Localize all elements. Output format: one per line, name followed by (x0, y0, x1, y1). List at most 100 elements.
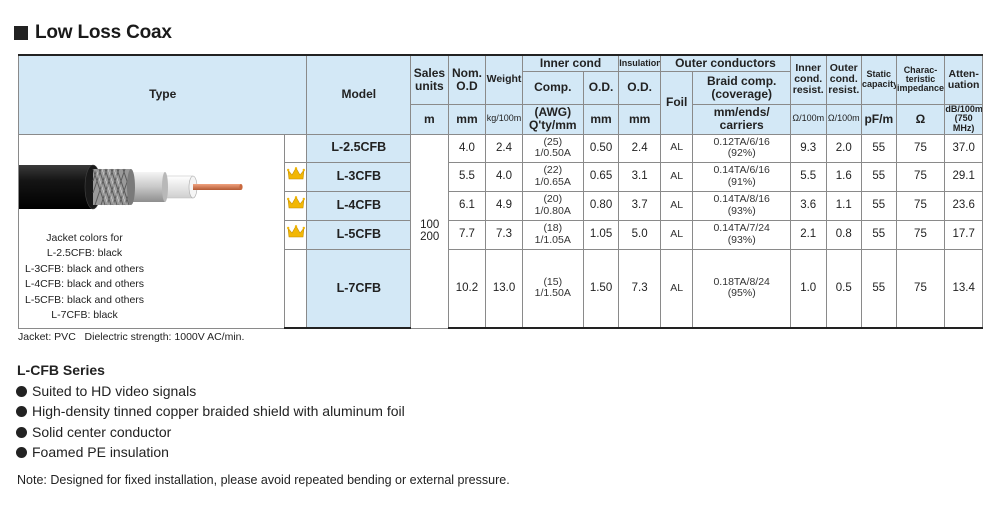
unit-attenuation-line1: dB/100m (945, 104, 983, 114)
outer-resist-cell: 1.1 (825, 190, 863, 221)
attenuation-cell: 29.1 (944, 161, 983, 192)
unit-inner-od: mm (582, 103, 620, 135)
attenuation-cell: 17.7 (944, 219, 983, 250)
braid-cell: 0.18TA/8/24 (95%) (692, 248, 791, 329)
installation-note: Note: Designed for fixed installation, p… (17, 473, 510, 487)
header-comp: Comp. (521, 70, 584, 105)
braid-coverage: (92%) (727, 147, 756, 159)
header-characteristic-impedance: Charac- teristic impedance (895, 54, 946, 105)
unit-inner-resist: Ω/100m (789, 103, 827, 135)
feature-text: Foamed PE insulation (32, 444, 169, 461)
outer-resist-cell: 0.5 (825, 248, 863, 329)
header-type: Type (17, 54, 308, 135)
crown-icon (286, 225, 305, 238)
weight-cell: 2.4 (485, 133, 523, 163)
jacket-note-line: L-3CFB: black and others (25, 262, 145, 275)
inner-resist-cell: 2.1 (789, 219, 827, 250)
crown-cell (284, 133, 308, 163)
weight-cell: 4.0 (485, 161, 523, 192)
nom-od-cell: 10.2 (447, 248, 487, 329)
jacket-footnote: Jacket: PVC Dielectric strength: 1000V A… (18, 331, 245, 343)
feature-text: High-density tinned copper braided shiel… (32, 403, 405, 420)
foil-cell: AL (659, 248, 694, 329)
braid-coverage: (93%) (727, 204, 756, 217)
capacity-cell: 55 (861, 133, 897, 163)
braid-spec: 0.12TA/6/16 (713, 135, 770, 148)
impedance-cell: 75 (895, 248, 946, 329)
header-inner-cond-resist: Inner cond. resist. (789, 54, 827, 105)
outer-resist-cell: 2.0 (825, 133, 863, 163)
feature-item: Suited to HD video signals (16, 381, 405, 401)
crown-icon (286, 196, 305, 209)
impedance-cell: 75 (895, 161, 946, 192)
comp-cell: (20) 1/0.80A (521, 190, 584, 221)
header-foil: Foil (659, 70, 694, 135)
attenuation-cell: 13.4 (944, 248, 983, 329)
model-cell: L-2.5CFB (306, 133, 412, 163)
sales-units-value: 100 200 (410, 133, 449, 329)
feature-list: Suited to HD video signals High-density … (16, 381, 405, 463)
braid-spec: 0.14TA/7/24 (713, 222, 770, 235)
comp-qty: 1/0.50A (534, 147, 571, 159)
crown-cell (284, 248, 308, 329)
capacity-cell: 55 (861, 161, 897, 192)
comp-awg: (15) (543, 276, 563, 289)
unit-sales-units: m (410, 103, 449, 135)
comp-awg: (18) (543, 222, 563, 235)
capacity-cell: 55 (861, 219, 897, 250)
unit-ins-od: mm (618, 103, 661, 135)
inner-od-cell: 0.50 (582, 133, 620, 163)
unit-nom-od: mm (447, 103, 487, 135)
outer-resist-cell: 0.8 (825, 219, 863, 250)
foil-cell: AL (659, 161, 694, 192)
model-cell: L-3CFB (306, 161, 412, 192)
nom-od-cell: 7.7 (447, 219, 487, 250)
header-inner-cond: Inner cond (521, 54, 620, 72)
header-attenuation: Atten- uation (944, 54, 983, 105)
unit-braid: mm/ends/ carriers (692, 103, 791, 135)
header-nom-od: Nom. O.D (447, 54, 487, 105)
impedance-cell: 75 (895, 219, 946, 250)
impedance-cell: 75 (895, 133, 946, 163)
foil-cell: AL (659, 190, 694, 221)
unit-comp: (AWG) Q'ty/mm (521, 103, 584, 135)
ins-od-cell: 3.1 (618, 161, 661, 192)
comp-cell: (22) 1/0.65A (521, 161, 584, 192)
crown-cell (284, 219, 308, 250)
inner-od-cell: 0.80 (582, 190, 620, 221)
braid-spec: 0.14TA/6/16 (713, 164, 770, 177)
braid-spec: 0.18TA/8/24 (713, 276, 770, 289)
crown-cell (284, 161, 308, 192)
capacity-cell: 55 (861, 190, 897, 221)
inner-resist-cell: 9.3 (789, 133, 827, 163)
unit-capacity: pF/m (861, 103, 897, 135)
feature-item: Solid center conductor (16, 422, 405, 442)
ins-od-cell: 2.4 (618, 133, 661, 163)
ins-od-cell: 7.3 (618, 248, 661, 329)
attenuation-cell: 37.0 (944, 133, 983, 163)
braid-cell: 0.14TA/7/24 (93%) (692, 219, 791, 250)
jacket-note-line: L-4CFB: black and others (25, 278, 145, 290)
page-title: Low Loss Coax (14, 22, 172, 44)
header-weight: Weight (485, 54, 523, 105)
header-outer-conductors: Outer conductors (659, 54, 791, 72)
crown-icon (286, 167, 305, 180)
unit-impedance: Ω (895, 103, 946, 135)
weight-cell: 4.9 (485, 190, 523, 221)
feature-text: Solid center conductor (32, 423, 172, 440)
impedance-cell: 75 (895, 190, 946, 221)
comp-qty: 1/0.80A (534, 204, 571, 217)
unit-attenuation: dB/100m (750 MHz) (944, 103, 983, 135)
comp-cell: (15) 1/1.50A (521, 248, 584, 329)
nom-od-cell: 4.0 (447, 133, 487, 163)
braid-cell: 0.12TA/6/16 (92%) (692, 133, 791, 163)
cable-image-cell: Jacket colors for L-2.5CFB: black L-3CFB… (17, 133, 286, 329)
coax-cable-image (19, 164, 243, 209)
comp-awg: (25) (543, 135, 563, 148)
header-outer-cond-resist: Outer cond. resist. (825, 54, 863, 105)
jacket-color-note: Jacket colors for L-2.5CFB: black L-3CFB… (25, 231, 144, 324)
header-static-capacity: Static capacity (861, 54, 897, 105)
unit-attenuation-line2: (750 MHz) (952, 113, 975, 133)
header-braid-comp: Braid comp. (coverage) (692, 70, 791, 105)
nom-od-cell: 6.1 (447, 190, 487, 221)
